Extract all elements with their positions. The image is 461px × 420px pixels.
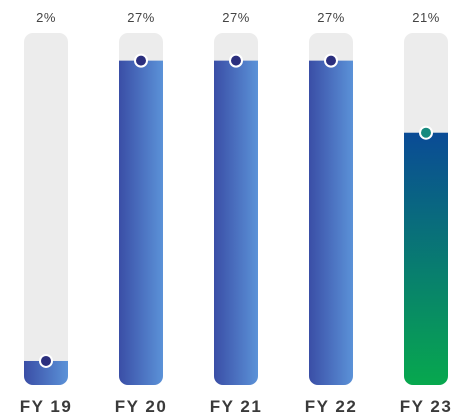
category-label: FY 19 [20, 397, 73, 416]
category-label: FY 22 [305, 397, 358, 416]
bar-dot [419, 125, 433, 140]
bar [404, 132, 448, 385]
value-label: 21% [412, 10, 440, 25]
bar [214, 60, 258, 385]
value-label: 27% [317, 10, 345, 25]
track [24, 33, 68, 385]
bar-dot [324, 53, 338, 68]
bar-dot [134, 53, 148, 68]
value-label: 2% [36, 10, 56, 25]
bar-dot [229, 53, 243, 68]
category-label: FY 21 [210, 397, 263, 416]
bar [309, 60, 353, 385]
bar-dot [39, 353, 53, 368]
value-label: 27% [222, 10, 250, 25]
category-label: FY 23 [400, 397, 453, 416]
category-label: FY 20 [115, 397, 168, 416]
value-label: 27% [127, 10, 155, 25]
bar [119, 60, 163, 385]
